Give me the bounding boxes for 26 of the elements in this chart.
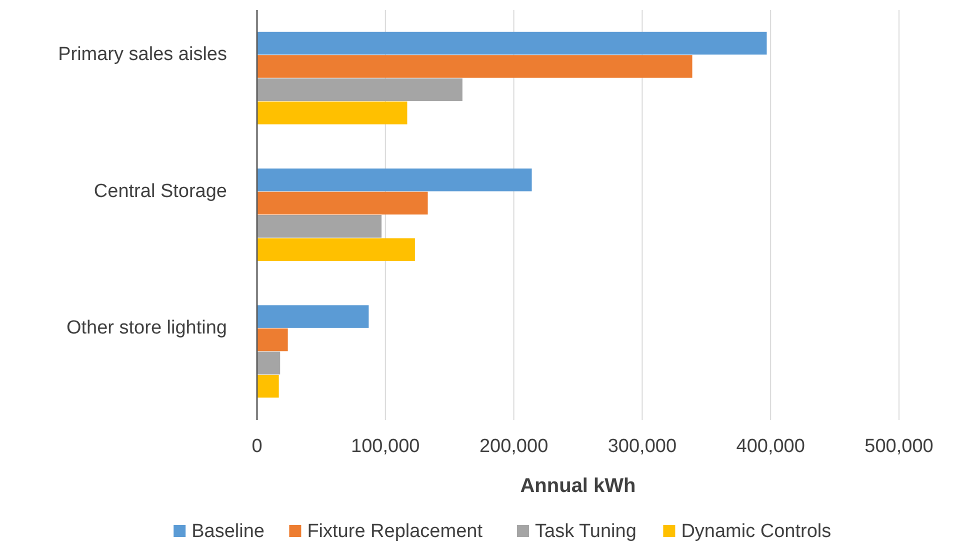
- legend-label: Task Tuning: [535, 521, 636, 542]
- x-tick-label: 0: [252, 436, 262, 457]
- bar: [257, 305, 369, 328]
- legend-label: Baseline: [192, 521, 264, 542]
- bar: [257, 328, 288, 352]
- bar: [257, 78, 462, 102]
- x-tick-label: 100,000: [351, 436, 420, 457]
- y-tick-label: Central Storage: [94, 180, 227, 202]
- bar: [257, 32, 767, 55]
- x-tick-label: 300,000: [608, 436, 677, 457]
- bar: [257, 192, 428, 214]
- bar: [257, 238, 415, 261]
- x-axis-title: Annual kWh: [520, 475, 636, 497]
- bar: [257, 352, 280, 374]
- bar: [257, 168, 532, 192]
- x-tick-label: 400,000: [736, 436, 805, 457]
- legend-label: Dynamic Controls: [681, 521, 832, 542]
- legend-label: Fixture Replacement: [307, 521, 484, 542]
- y-tick-label: Other store lighting: [66, 317, 227, 338]
- bar: [257, 215, 382, 238]
- y-tick-label: Primary sales aisles: [58, 44, 227, 66]
- x-tick-label: 500,000: [864, 436, 934, 457]
- x-tick-label: 200,000: [479, 436, 548, 457]
- bar: [257, 374, 279, 398]
- bar: [257, 102, 408, 124]
- bar: [257, 55, 692, 78]
